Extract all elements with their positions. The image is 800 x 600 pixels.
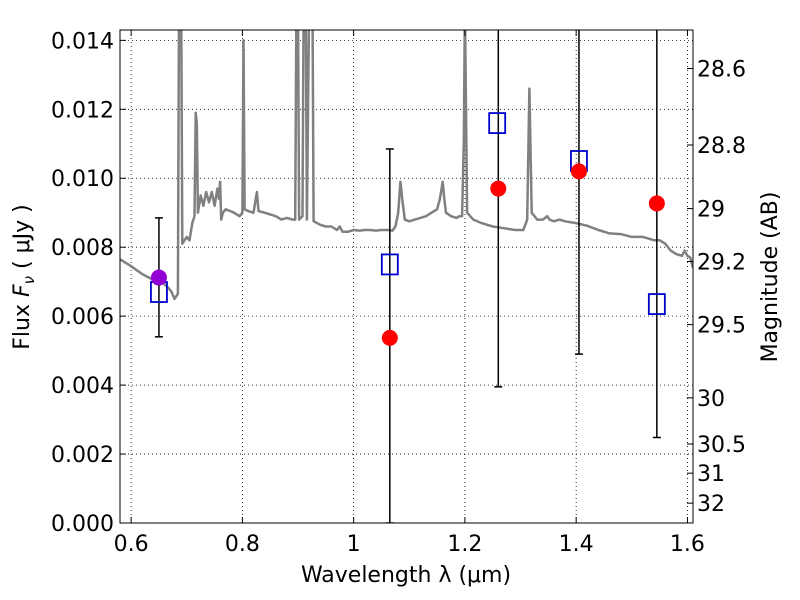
y2-tick-label: 28.8 xyxy=(697,134,746,159)
y2-tick-label: 29 xyxy=(697,198,725,223)
plot-frame xyxy=(119,29,694,524)
y2-axis-label: Magnitude (AB) xyxy=(758,192,783,363)
y2-tick-label: 30.5 xyxy=(697,433,746,458)
model-photometry-square xyxy=(488,112,507,134)
y-axis-label-unit: ( μJy ) xyxy=(10,204,35,276)
x-axis: 0.6 0.8 1 1.2 1.4 1.6 xyxy=(114,30,705,557)
observed-flux-point xyxy=(648,195,665,212)
y-tick-label: 0.000 xyxy=(51,512,114,537)
spectrum-line xyxy=(120,30,693,301)
model-photometry-square xyxy=(647,293,666,315)
y-axis-label-subscript: ν xyxy=(20,276,38,284)
x-tick-label: 1.6 xyxy=(670,532,705,557)
x-tick-label: 1.2 xyxy=(447,532,482,557)
y-axis-label: Flux Fν ( μJy ) xyxy=(10,204,38,349)
y-axis-label-prefix: Flux xyxy=(10,297,35,350)
y2-tick-label: 29.5 xyxy=(697,314,746,339)
x-tick-label: 0.8 xyxy=(225,532,260,557)
observed-flux-point xyxy=(150,269,167,286)
y-axis-label-symbol: F xyxy=(10,284,35,297)
model-photometry-square xyxy=(380,253,399,276)
y-tick-label: 0.006 xyxy=(51,305,114,330)
observed-flux-point xyxy=(490,180,507,197)
y-axis: 0.000 0.002 0.004 0.006 0.008 0.010 0.012 0.014 xyxy=(51,29,126,537)
observed-flux-point xyxy=(381,329,398,346)
y2-axis: 28.6 28.8 29 29.2 29.5 30 30.5 31 32 xyxy=(687,58,746,517)
y-tick-label: 0.004 xyxy=(51,374,114,399)
plot-area xyxy=(120,30,693,523)
y-tick-label: 0.012 xyxy=(51,98,114,123)
x-axis-label: Wavelength λ (μm) xyxy=(301,563,511,588)
y-tick-label: 0.002 xyxy=(51,443,114,468)
marker-layer xyxy=(150,112,666,346)
y2-tick-label: 30 xyxy=(697,387,725,412)
y-tick-label: 0.010 xyxy=(51,167,114,192)
x-tick-label: 1.4 xyxy=(559,532,594,557)
y-tick-label: 0.014 xyxy=(51,29,114,54)
plot-content xyxy=(120,30,693,523)
y-tick-label: 0.008 xyxy=(51,236,114,261)
spectrum-layer xyxy=(120,30,693,301)
y2-tick-label: 28.6 xyxy=(697,58,746,83)
y2-tick-label: 29.2 xyxy=(697,250,746,275)
x-tick-label: 1 xyxy=(347,532,361,557)
observed-flux-point xyxy=(570,163,587,180)
y2-tick-label: 32 xyxy=(697,492,725,517)
y2-tick-label: 31 xyxy=(697,462,725,487)
x-tick-label: 0.6 xyxy=(114,532,149,557)
